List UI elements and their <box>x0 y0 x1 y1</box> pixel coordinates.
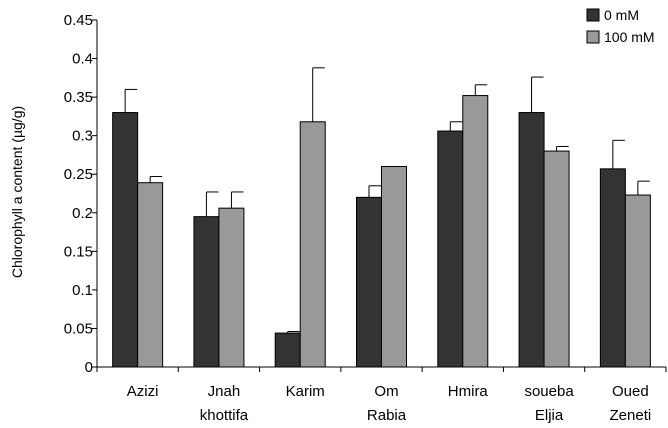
x-category-label: Hmira <box>448 383 489 400</box>
legend-label: 0 mM <box>604 7 639 23</box>
x-category-label: Zeneti <box>610 407 652 424</box>
bars <box>112 67 651 368</box>
bar <box>193 216 220 368</box>
x-category-label: Rabia <box>367 407 407 424</box>
y-tick-label: 0.05 <box>64 320 93 337</box>
x-category-label: Eljia <box>535 407 564 424</box>
x-category-label: Om <box>374 383 398 400</box>
x-category-label: khottifa <box>200 407 249 424</box>
legend-swatch <box>586 30 600 44</box>
y-tick-label: 0.35 <box>64 89 93 106</box>
bar <box>543 150 570 368</box>
x-category-label: Jnah <box>208 383 241 400</box>
legend-label: 100 mM <box>604 29 655 45</box>
x-category-label: Azizi <box>127 383 159 400</box>
bar <box>274 332 301 368</box>
x-category-label: Oued <box>612 383 649 400</box>
bar <box>518 112 545 368</box>
bar <box>218 207 245 368</box>
bar <box>137 182 164 368</box>
bar <box>112 112 139 368</box>
bar <box>381 166 407 368</box>
x-axis: Azizi Jnah khottifa Karim Om Rabia Hmira soueba… <box>96 366 667 424</box>
y-tick-label: 0.3 <box>72 128 93 145</box>
legend: 0 mM 100 mM <box>586 7 655 45</box>
y-tick-label: 0.25 <box>64 166 93 183</box>
x-category-label: soueba <box>524 383 574 400</box>
bar <box>462 95 489 368</box>
bar <box>299 121 326 368</box>
x-category-label: Karim <box>286 383 325 400</box>
legend-swatch <box>586 8 600 22</box>
y-axis-title: Chlorophyll a content (µg/g) <box>9 106 25 278</box>
y-tick-label: 0.15 <box>64 243 93 260</box>
bar <box>624 194 651 368</box>
y-axis: 0 0.05 0.1 0.15 0.2 0.25 0.3 0.35 0.4 0.45 <box>64 12 98 376</box>
y-tick-label: 0.45 <box>64 12 93 29</box>
y-tick-label: 0.1 <box>72 282 93 299</box>
y-tick-label: 0 <box>85 359 93 376</box>
bar <box>599 168 626 368</box>
bar <box>356 196 382 368</box>
y-tick-label: 0.2 <box>72 205 93 222</box>
y-tick-label: 0.4 <box>72 51 93 68</box>
bar <box>437 130 464 368</box>
